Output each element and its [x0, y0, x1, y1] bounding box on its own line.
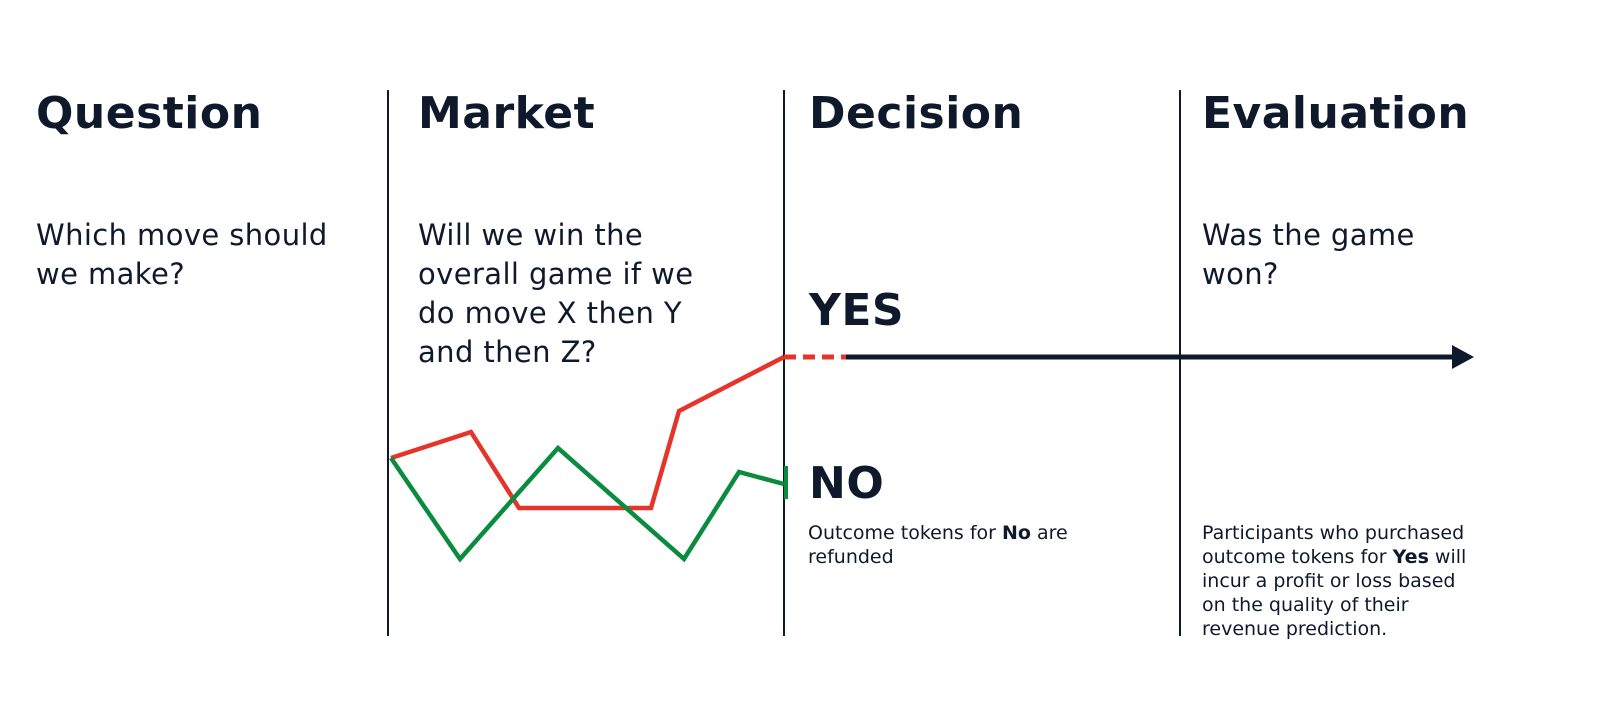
evaluation-question-text: Was the game won?: [1202, 218, 1415, 291]
no-refund-note: Outcome tokens for No are refunded: [808, 521, 1088, 569]
no-note-suffix: are refunded: [808, 522, 1068, 568]
yes-label: YES: [809, 285, 905, 336]
no-price-line: [389, 444, 785, 563]
evaluation-note-suffix: will incur a profit or loss based on the…: [1202, 546, 1467, 640]
divider-market-decision: [783, 90, 785, 636]
divider-decision-evaluation: [1179, 90, 1181, 636]
evaluation-note-prefix: Participants who purchased outcome token…: [1202, 522, 1465, 568]
question-text: Which move should we make?: [36, 218, 328, 291]
yes-price-line: [390, 354, 786, 511]
market-question-text: Will we win the overall game if we do mo…: [418, 218, 694, 369]
heading-decision: Decision: [809, 88, 1024, 139]
heading-market: Market: [418, 88, 596, 139]
heading-evaluation: Evaluation: [1202, 88, 1470, 139]
heading-question: Question: [36, 88, 263, 139]
yes-arrow-head: [1452, 345, 1474, 369]
evaluation-note-bold: Yes: [1392, 546, 1429, 568]
no-note-prefix: Outcome tokens for: [808, 522, 1002, 544]
divider-question-market: [387, 90, 389, 636]
evaluation-note: Participants who purchased outcome token…: [1202, 521, 1474, 641]
no-note-bold: No: [1002, 522, 1031, 544]
no-label: NO: [809, 458, 885, 509]
